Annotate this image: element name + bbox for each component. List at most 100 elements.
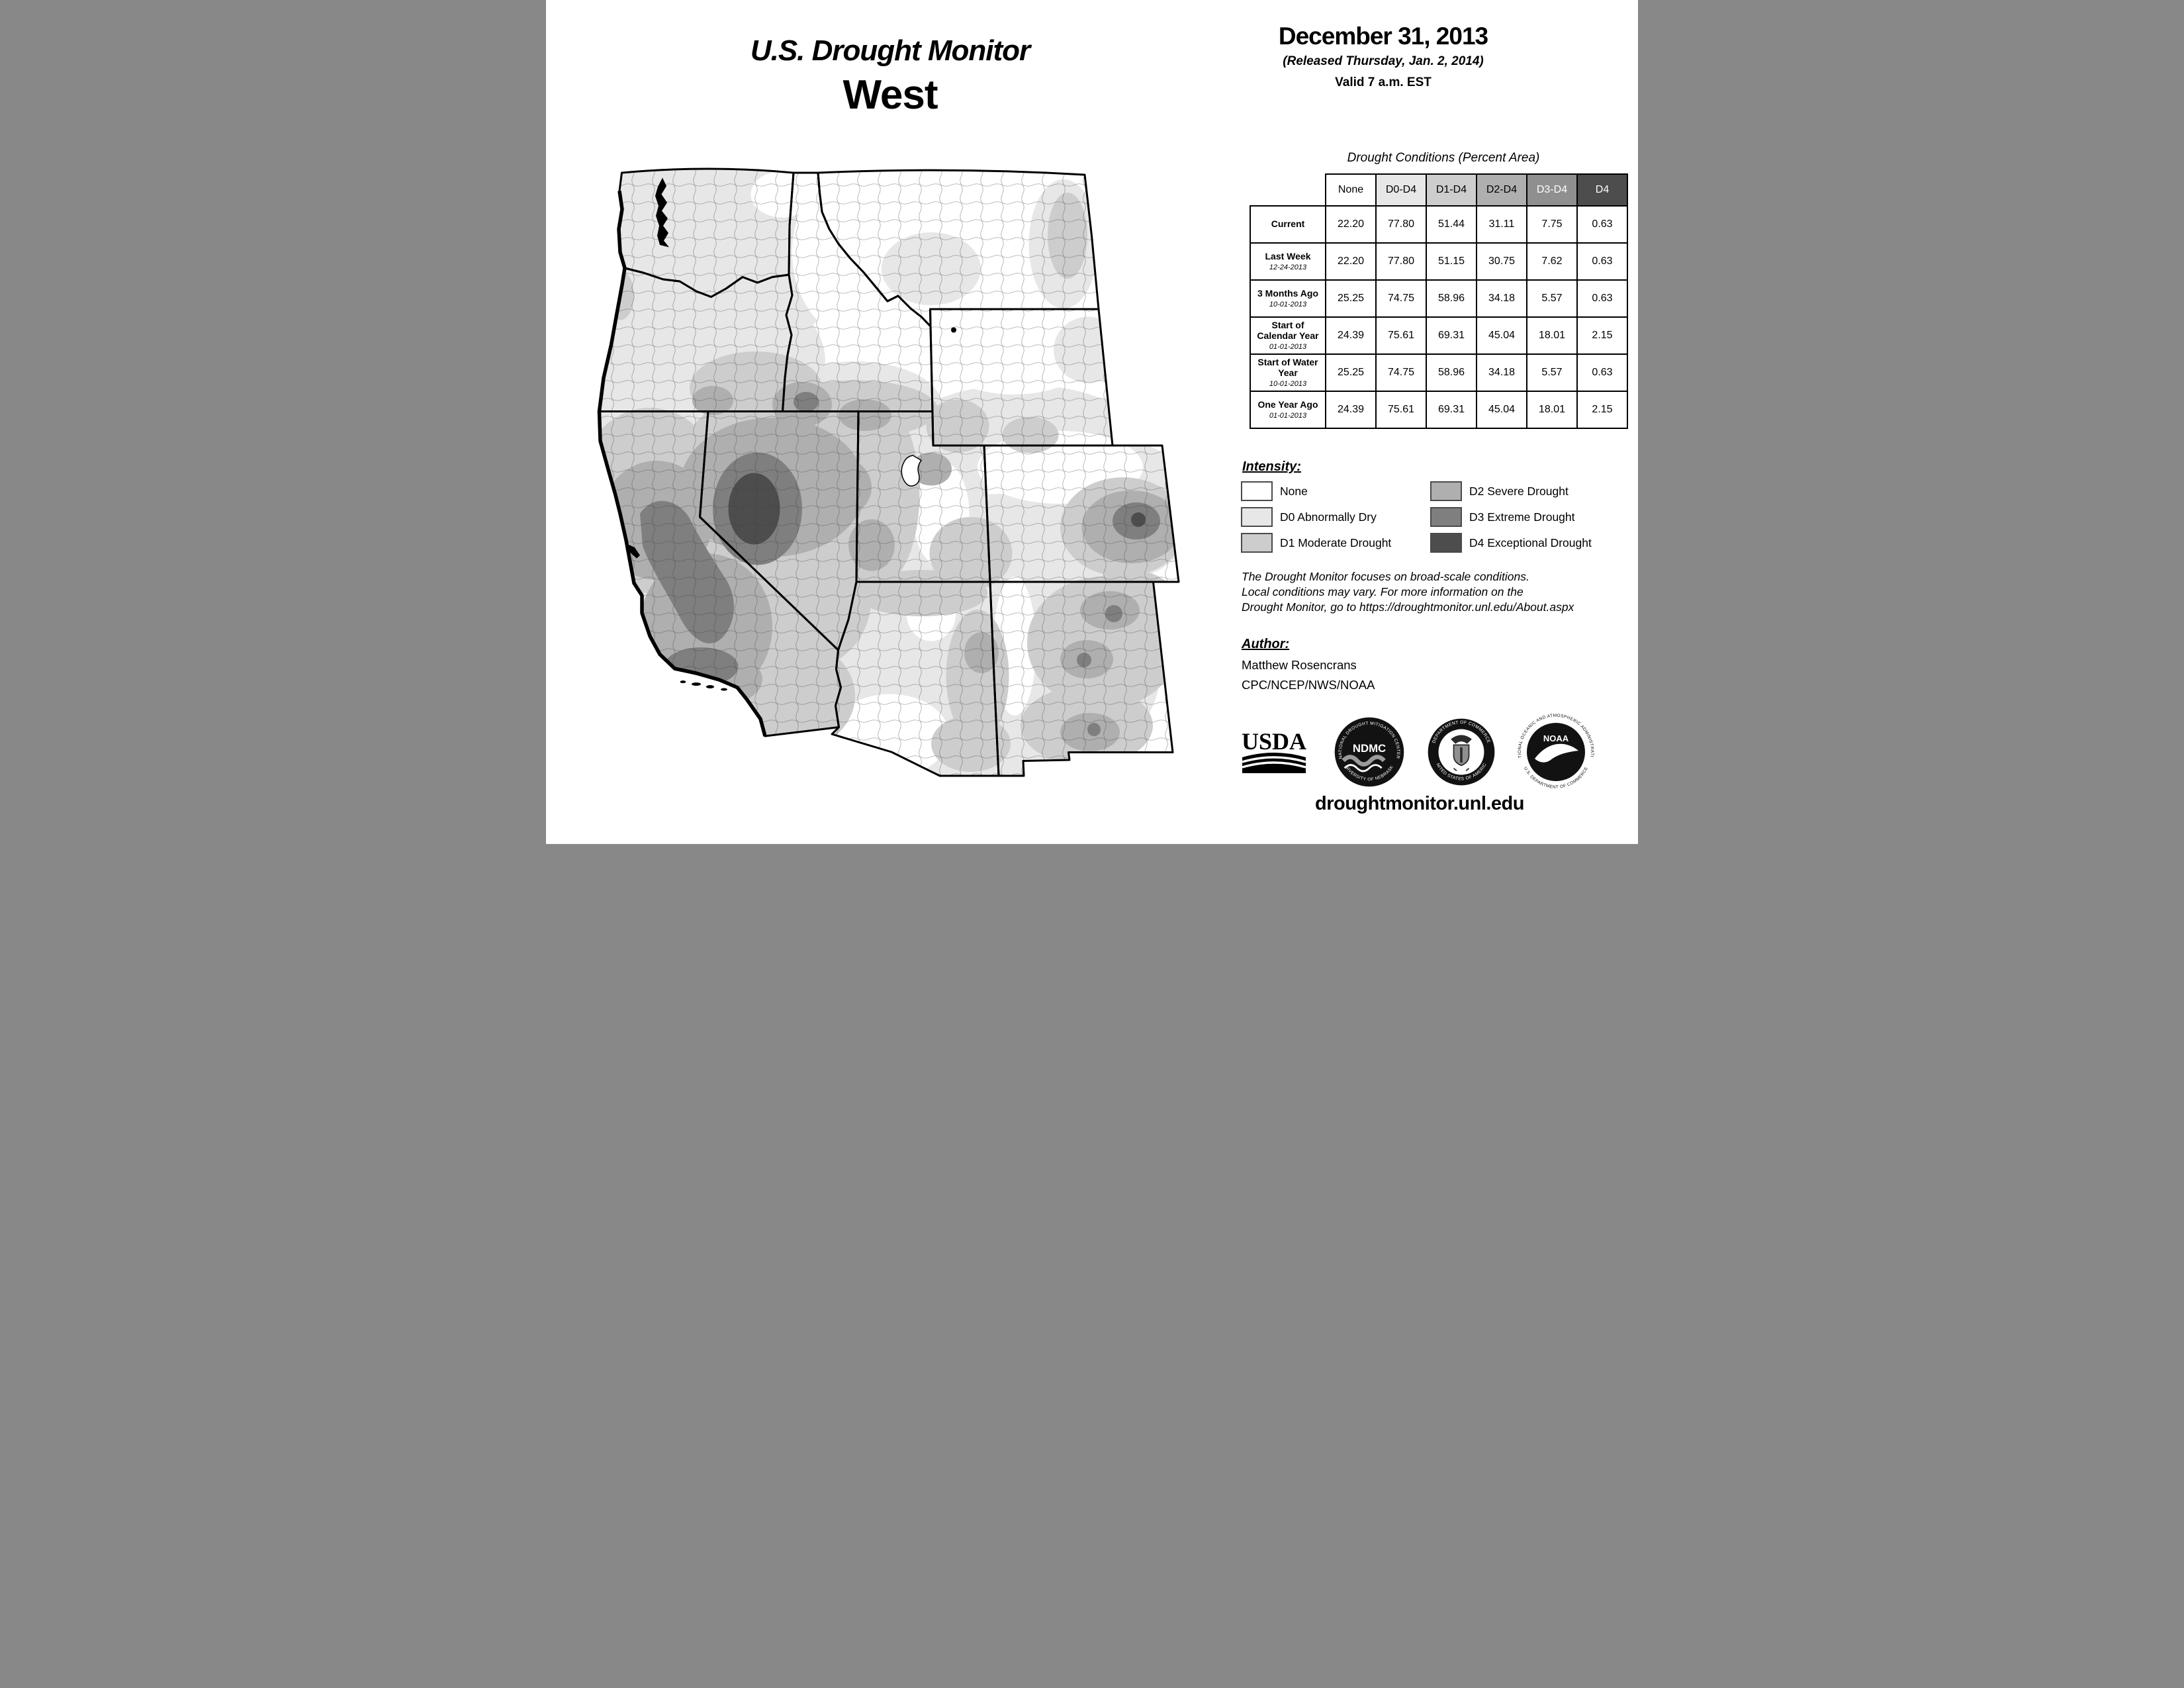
row-label: Start of Water Year <box>1257 357 1318 378</box>
website-url: droughtmonitor.unl.edu <box>1314 793 1525 814</box>
column-header-d1d4: D1-D4 <box>1426 173 1477 207</box>
row-date: 10-01-2013 <box>1269 300 1307 308</box>
row-date: 10-01-2013 <box>1269 379 1307 388</box>
table-row: Start of Water Year 10-01-2013 25.25 74.7… <box>1250 353 1628 392</box>
value-cell: 0.63 <box>1576 205 1628 244</box>
value-cell: 75.61 <box>1375 316 1427 355</box>
san-francisco-bay <box>625 544 640 559</box>
value-cell: 74.75 <box>1375 279 1427 318</box>
value-cell: 77.80 <box>1375 205 1427 244</box>
value-cell: 45.04 <box>1476 316 1527 355</box>
author-organization: CPC/NCEP/NWS/NOAA <box>1242 678 1375 692</box>
legend-label: None <box>1280 484 1308 498</box>
value-cell: 77.80 <box>1375 242 1427 281</box>
west-region-drought-map <box>597 167 1180 777</box>
value-cell: 75.61 <box>1375 391 1427 429</box>
legend-item-d4: D4 Exceptional Drought <box>1430 532 1592 553</box>
value-cell: 69.31 <box>1426 391 1477 429</box>
column-header-d3d4: D3-D4 <box>1526 173 1578 207</box>
released-date: (Released Thursday, Jan. 2, 2014) <box>1283 54 1484 68</box>
value-cell: 34.18 <box>1476 353 1527 392</box>
column-header-d4: D4 <box>1576 173 1628 207</box>
value-cell: 18.01 <box>1526 391 1578 429</box>
value-cell: 25.25 <box>1325 353 1377 392</box>
legend-item-d1: D1 Moderate Drought <box>1241 532 1391 553</box>
legend-swatch-d1 <box>1241 533 1273 553</box>
column-header-d2d4: D2-D4 <box>1476 173 1527 207</box>
drought-conditions-table: None D0-D4 D1-D4 D2-D4 D3-D4 D4 Current … <box>1250 173 1628 429</box>
map-date: December 31, 2013 <box>1278 23 1488 50</box>
puget-sound <box>655 177 669 248</box>
value-cell: 58.96 <box>1426 279 1477 318</box>
legend-swatch-d3 <box>1430 507 1462 527</box>
table-title: Drought Conditions (Percent Area) <box>1347 151 1540 165</box>
table-row: One Year Ago 01-01-2013 24.39 75.61 69.31… <box>1250 391 1628 429</box>
row-label: One Year Ago <box>1257 399 1318 410</box>
legend-label: D0 Abnormally Dry <box>1280 510 1377 524</box>
drought-monitor-poster: U.S. Drought Monitor West December 31, 2… <box>546 0 1638 844</box>
table-corner-cell <box>1250 174 1326 206</box>
great-salt-lake <box>901 455 923 487</box>
row-date: 12-24-2013 <box>1269 263 1307 271</box>
drought-shading-layer <box>599 169 1179 776</box>
legend-item-d0: D0 Abnormally Dry <box>1241 506 1377 528</box>
ndmc-logo: NATIONAL DROUGHT MITIGATION CENTER NDMC … <box>1334 717 1404 787</box>
column-header-d0d4: D0-D4 <box>1375 173 1427 207</box>
disclaimer-line: Local conditions may vary. For more info… <box>1242 585 1524 599</box>
legend-label: D4 Exceptional Drought <box>1469 536 1592 549</box>
table-row: 3 Months Ago 10-01-2013 25.25 74.75 58.96… <box>1250 279 1628 318</box>
value-cell: 22.20 <box>1325 242 1377 281</box>
row-label: Last Week <box>1265 251 1311 261</box>
legend-swatch-d4 <box>1430 533 1462 553</box>
value-cell: 24.39 <box>1325 316 1377 355</box>
column-header-none: None <box>1325 173 1377 207</box>
ndmc-logo-text: NDMC <box>1353 742 1386 755</box>
value-cell: 51.44 <box>1426 205 1477 244</box>
disclaimer-text: The Drought Monitor focuses on broad-sca… <box>1242 569 1622 615</box>
value-cell: 51.15 <box>1426 242 1477 281</box>
date-block: December 31, 2013 (Released Thursday, Ja… <box>1208 23 1559 90</box>
legend-title: Intensity: <box>1242 459 1301 474</box>
legend-label: D2 Severe Drought <box>1469 484 1569 498</box>
usda-logo-text: USDA <box>1242 728 1306 755</box>
value-cell: 69.31 <box>1426 316 1477 355</box>
value-cell: 0.63 <box>1576 353 1628 392</box>
value-cell: 7.75 <box>1526 205 1578 244</box>
noaa-seabird <box>1535 743 1578 763</box>
value-cell: 5.57 <box>1526 353 1578 392</box>
value-cell: 2.15 <box>1576 316 1628 355</box>
value-cell: 0.63 <box>1576 242 1628 281</box>
usda-logo: USDA <box>1242 728 1306 773</box>
region-title: West <box>842 72 938 118</box>
value-cell: 0.63 <box>1576 279 1628 318</box>
channel-islands <box>680 680 727 691</box>
legend-item-d2: D2 Severe Drought <box>1430 481 1569 502</box>
value-cell: 34.18 <box>1476 279 1527 318</box>
dept-of-commerce-seal: DEPARTMENT OF COMMERCE UNITED STATES OF … <box>1428 718 1495 786</box>
table-header-row: None D0-D4 D1-D4 D2-D4 D3-D4 D4 <box>1250 173 1628 207</box>
disclaimer-line: Drought Monitor, go to https://droughtmo… <box>1242 600 1574 614</box>
value-cell: 22.20 <box>1325 205 1377 244</box>
row-date: 01-01-2013 <box>1269 411 1307 420</box>
author-label: Author: <box>1242 637 1290 651</box>
poster-title: U.S. Drought Monitor <box>750 34 1030 67</box>
value-cell: 24.39 <box>1325 391 1377 429</box>
table-row: Current 22.20 77.80 51.44 31.11 7.75 0.6… <box>1250 205 1628 244</box>
legend-item-none: None <box>1241 481 1308 502</box>
legend-label: D1 Moderate Drought <box>1280 536 1392 549</box>
legend-swatch-d0 <box>1241 507 1273 527</box>
water-features <box>625 177 956 691</box>
value-cell: 2.15 <box>1576 391 1628 429</box>
value-cell: 45.04 <box>1476 391 1527 429</box>
legend-label: D3 Extreme Drought <box>1469 510 1575 524</box>
value-cell: 30.75 <box>1476 242 1527 281</box>
table-row: Start of Calendar Year 01-01-2013 24.39 7… <box>1250 316 1628 355</box>
value-cell: 31.11 <box>1476 205 1527 244</box>
pacific-coastline <box>597 191 767 737</box>
value-cell: 18.01 <box>1526 316 1578 355</box>
county-lines-layer <box>599 169 1179 776</box>
author-name: Matthew Rosencrans <box>1242 658 1357 672</box>
row-label: Current <box>1271 218 1305 230</box>
value-cell: 25.25 <box>1325 279 1377 318</box>
doc-eagle-shield <box>1451 735 1472 771</box>
